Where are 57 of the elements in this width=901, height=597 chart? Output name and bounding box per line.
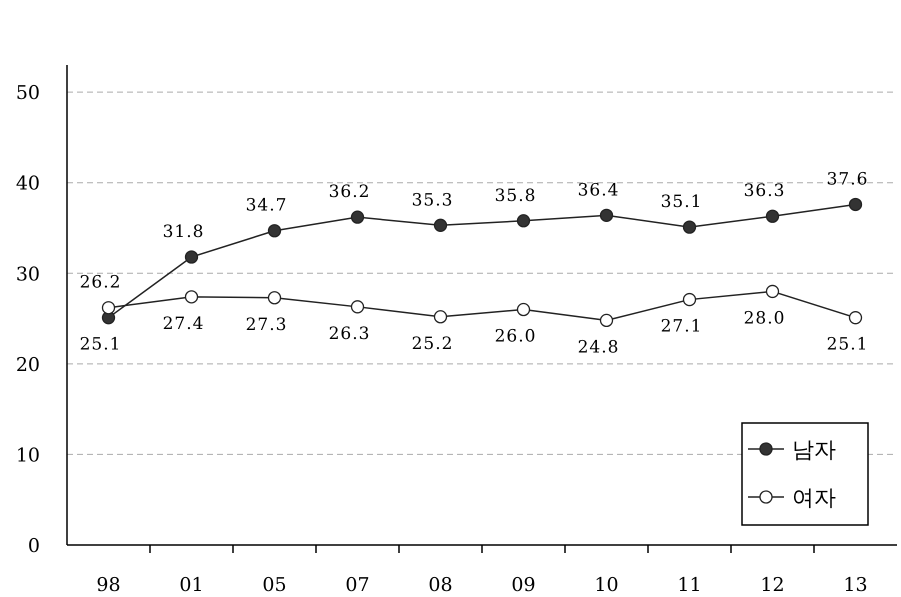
point: [350, 300, 364, 314]
legend-label: 남자: [792, 438, 836, 463]
data-label: 25.1: [80, 334, 122, 355]
point: [516, 302, 530, 316]
y-tick-label: 40: [16, 172, 40, 195]
y-tick-label: 20: [16, 354, 40, 376]
point: [350, 210, 364, 224]
data-label: 36.3: [744, 181, 786, 202]
point: [268, 291, 282, 304]
data-label: 26.3: [328, 324, 370, 344]
x-tick-label: 98: [96, 574, 121, 596]
data-label: 27.3: [246, 314, 288, 335]
x-tick-label: 10: [594, 574, 619, 596]
y-tick-label: 50: [16, 82, 40, 104]
point: [102, 301, 116, 314]
y-tick-label: 0: [28, 535, 40, 557]
point: [434, 218, 448, 232]
point: [682, 220, 696, 234]
x-tick-label: 08: [428, 574, 453, 596]
data-label: 26.0: [494, 326, 536, 347]
x-tick-label: 12: [760, 574, 785, 596]
y-tick-label: 30: [16, 263, 40, 286]
y-tick-label: 10: [16, 444, 40, 466]
x-tick-label: 13: [843, 574, 868, 596]
point: [600, 208, 614, 222]
x-tick-label: 11: [677, 574, 702, 596]
data-label: 36.4: [578, 180, 620, 200]
data-label: 25.1: [826, 334, 868, 355]
data-label: 28.0: [744, 308, 786, 328]
data-label: 36.2: [328, 182, 370, 202]
data-label: 35.3: [412, 190, 454, 210]
data-label: 37.6: [826, 169, 868, 190]
data-label: 25.2: [412, 334, 454, 354]
data-label: 35.1: [660, 192, 702, 212]
point: [184, 250, 198, 264]
data-label: 24.8: [578, 337, 620, 358]
legend-label: 여자: [792, 486, 836, 511]
data-label: 31.8: [162, 222, 204, 242]
x-tick-label: 05: [262, 574, 287, 596]
point: [184, 290, 198, 304]
data-label: 26.2: [80, 272, 122, 293]
point: [434, 310, 448, 324]
point: [848, 198, 862, 212]
data-label: 34.7: [246, 196, 288, 216]
data-label: 27.4: [162, 314, 204, 334]
point: [848, 311, 862, 324]
point: [766, 210, 780, 223]
point: [682, 292, 696, 306]
data-label: 27.1: [660, 316, 702, 337]
x-tick-label: 01: [179, 574, 204, 596]
data-label: 35.8: [494, 186, 536, 206]
x-tick-label: 09: [511, 574, 536, 596]
point: [600, 314, 614, 328]
point: [268, 224, 282, 238]
point: [766, 284, 780, 298]
point: [516, 214, 530, 228]
x-tick-label: 07: [345, 574, 370, 596]
